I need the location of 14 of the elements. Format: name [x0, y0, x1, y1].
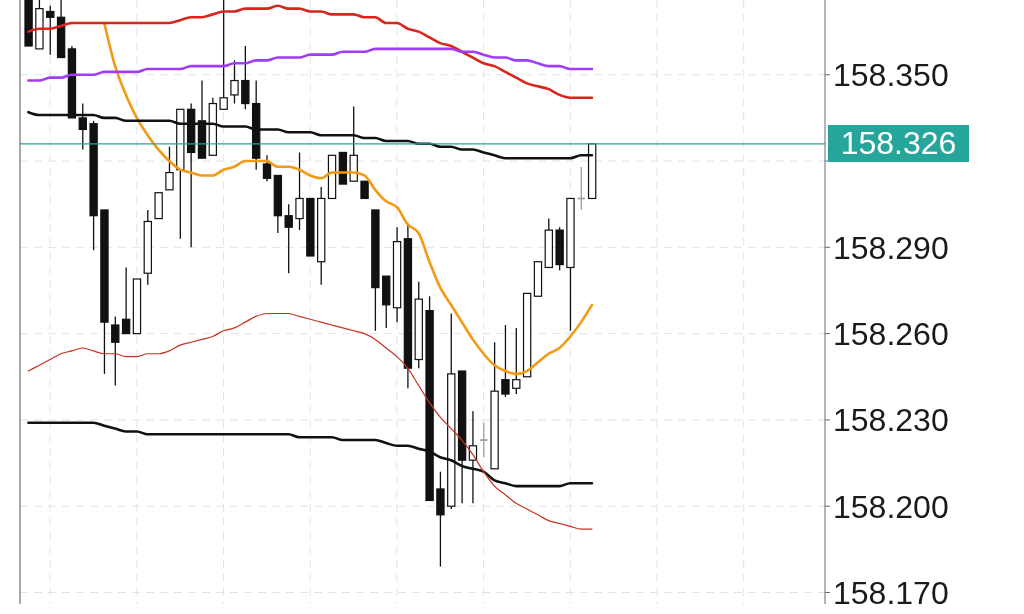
candlestick [262, 154, 272, 182]
y-tick-label: 158.200 [833, 488, 949, 525]
price-tag: 158.326 [828, 125, 969, 163]
candlestick [392, 226, 402, 323]
y-tick-label: 158.260 [833, 316, 949, 352]
y-tick-label: 158.350 [833, 57, 949, 94]
line-series [102, 21, 594, 376]
candlestick [403, 223, 413, 389]
line-series [27, 4, 594, 100]
line-series [27, 312, 593, 530]
y-tick-label: 158.290 [833, 229, 949, 266]
line-series [27, 47, 594, 82]
y-tick-label: 158.170 [833, 574, 949, 611]
y-tick-label: 158.230 [833, 402, 949, 439]
